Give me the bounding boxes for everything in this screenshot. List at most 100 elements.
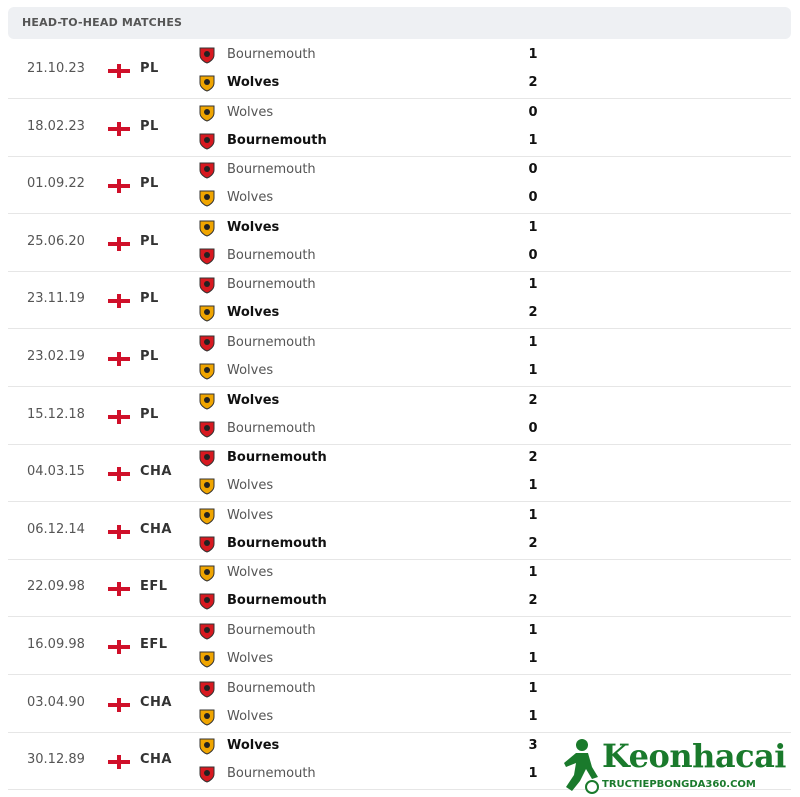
flag-icon	[108, 581, 130, 600]
team-name: Wolves	[227, 363, 274, 378]
team-badge	[198, 564, 216, 586]
match-date: 18.02.23	[27, 118, 85, 134]
flag-icon	[108, 63, 130, 82]
team-score: 1	[528, 335, 538, 350]
team-name: Wolves	[227, 392, 280, 408]
team-score: 2	[528, 450, 538, 466]
team-badge	[198, 592, 216, 614]
team-score: 2	[528, 305, 538, 321]
team-badge	[198, 247, 216, 269]
team-badge	[198, 219, 216, 241]
competition: CHA	[140, 464, 172, 480]
team-score: 2	[528, 392, 538, 408]
team-name: Wolves	[227, 75, 280, 90]
flag-icon	[108, 236, 130, 255]
team-name: Bournemouth	[227, 450, 327, 466]
flag-icon	[108, 524, 130, 543]
match-date: 06.12.14	[27, 521, 85, 537]
team-badge	[198, 650, 216, 672]
team-name: Wolves	[227, 565, 274, 581]
flag-icon	[108, 697, 130, 716]
team-score: 3	[528, 738, 538, 754]
team-badge	[198, 392, 216, 414]
team-badge	[198, 737, 216, 759]
team-badge	[198, 449, 216, 471]
match-row: 15.12.18 PL Wolves 2 Bournemouth 0	[8, 387, 791, 445]
watermark-brand: Keonhacai	[602, 737, 786, 775]
competition: PL	[140, 406, 159, 422]
match-date: 30.12.89	[27, 752, 85, 768]
team-badge	[198, 334, 216, 356]
watermark-logo	[564, 739, 599, 794]
match-row: 23.02.19 PL Bournemouth 1 Wolves 1	[8, 329, 791, 387]
competition: PL	[140, 61, 159, 76]
flag-icon	[108, 178, 130, 197]
team-name: Bournemouth	[227, 680, 316, 696]
match-row: 04.03.15 CHA Bournemouth 2 Wolves 1	[8, 444, 791, 503]
match-date: 01.09.22	[27, 176, 85, 192]
team-score: 0	[528, 190, 538, 206]
team-name: Bournemouth	[227, 420, 316, 436]
competition: EFL	[140, 637, 168, 652]
competition: PL	[140, 233, 159, 249]
competition: EFL	[140, 579, 168, 595]
team-score: 1	[528, 651, 538, 666]
team-name: Bournemouth	[227, 593, 327, 609]
team-name: Wolves	[227, 738, 280, 754]
team-name: Wolves	[227, 651, 274, 666]
team-name: Wolves	[227, 507, 274, 523]
competition: CHA	[140, 752, 172, 768]
team-score: 1	[528, 507, 538, 523]
team-score: 0	[528, 420, 538, 436]
flag-icon	[108, 351, 130, 370]
team-badge	[198, 74, 216, 96]
team-badge	[198, 420, 216, 442]
match-row: 23.11.19 PL Bournemouth 1 Wolves 2	[8, 271, 791, 330]
team-score: 1	[528, 47, 538, 62]
match-row: 16.09.98 EFL Bournemouth 1 Wolves 1	[8, 617, 791, 675]
match-row: 22.09.98 EFL Wolves 1 Bournemouth 2	[8, 559, 791, 618]
team-score: 1	[528, 565, 538, 581]
match-row: 30.12.89 CHA Wolves 3 Bournemouth 1	[8, 732, 791, 791]
team-score: 1	[528, 132, 538, 148]
team-score: 2	[528, 535, 538, 551]
team-name: Bournemouth	[227, 623, 316, 638]
flag-icon	[108, 293, 130, 312]
team-badge	[198, 765, 216, 787]
competition: PL	[140, 176, 159, 192]
team-name: Wolves	[227, 104, 274, 120]
team-score: 2	[528, 75, 538, 90]
match-date: 23.02.19	[27, 349, 85, 364]
team-badge	[198, 362, 216, 384]
match-date: 23.11.19	[27, 291, 85, 307]
team-badge	[198, 680, 216, 702]
flag-icon	[108, 466, 130, 485]
team-name: Wolves	[227, 219, 280, 235]
match-date: 16.09.98	[27, 637, 85, 652]
competition: CHA	[140, 521, 172, 537]
team-name: Bournemouth	[227, 132, 327, 148]
competition: PL	[140, 291, 159, 307]
watermark: Keonhacai TRUCTIEPBONGDA360.COM	[558, 737, 800, 797]
team-badge	[198, 708, 216, 730]
team-score: 1	[528, 708, 538, 724]
team-score: 1	[528, 363, 538, 378]
watermark-site: TRUCTIEPBONGDA360.COM	[602, 779, 756, 790]
team-badge	[198, 276, 216, 298]
match-row: 01.09.22 PL Bournemouth 0 Wolves 0	[8, 156, 791, 215]
competition: CHA	[140, 694, 172, 710]
match-row: 18.02.23 PL Wolves 0 Bournemouth 1	[8, 99, 791, 157]
team-badge	[198, 189, 216, 211]
team-badge	[198, 161, 216, 183]
team-name: Bournemouth	[227, 247, 316, 263]
flag-icon	[108, 754, 130, 773]
match-row: 03.04.90 CHA Bournemouth 1 Wolves 1	[8, 675, 791, 733]
team-badge	[198, 477, 216, 499]
team-name: Bournemouth	[227, 162, 316, 178]
team-badge	[198, 104, 216, 126]
match-date: 22.09.98	[27, 579, 85, 595]
team-score: 0	[528, 247, 538, 263]
team-score: 1	[528, 478, 538, 494]
team-badge	[198, 507, 216, 529]
